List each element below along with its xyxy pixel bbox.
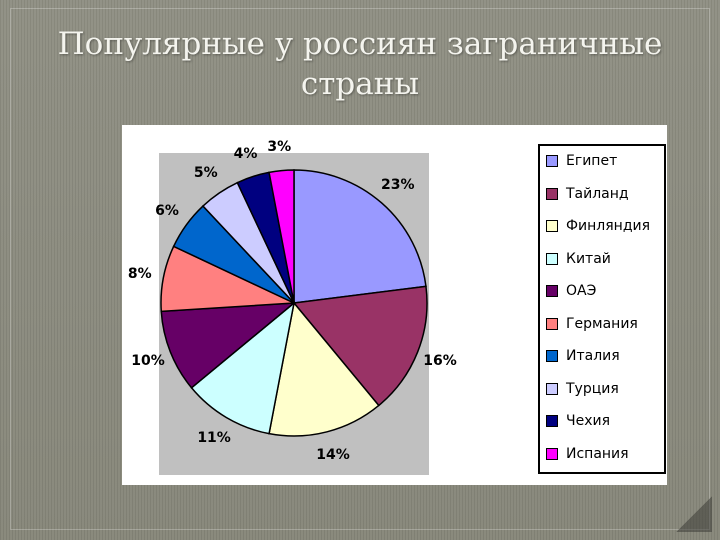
pie-slice-2 xyxy=(292,285,428,407)
data-label-3: 14% xyxy=(316,447,350,464)
data-label-8: 5% xyxy=(193,165,218,182)
legend-label-4: Китай xyxy=(566,250,611,267)
legend-label-7: Италия xyxy=(566,348,620,364)
legend-swatch-7 xyxy=(546,350,558,362)
legend-swatch-2 xyxy=(546,187,558,200)
legend-item-7: Италия xyxy=(546,345,620,367)
pie-slice-1 xyxy=(293,169,427,304)
slide-title-line-1: Популярные у россиян заграничные xyxy=(57,26,663,62)
legend-swatch-10 xyxy=(546,447,558,460)
legend-swatch-9 xyxy=(546,415,558,427)
data-label-4: 11% xyxy=(197,430,231,447)
legend-item-5: ОАЭ xyxy=(546,280,596,302)
legend-label-6: Германия xyxy=(566,315,638,332)
legend-item-4: Китай xyxy=(546,248,611,270)
legend-label-9: Чехия xyxy=(566,413,611,429)
legend-swatch-1 xyxy=(546,155,558,167)
slide-frame xyxy=(10,8,710,530)
pie-slice-4 xyxy=(190,301,296,435)
legend-swatch-8 xyxy=(546,382,558,395)
legend-item-3: Финляндия xyxy=(546,215,650,237)
slide-title: Популярные у россиян заграничные страны xyxy=(0,24,720,104)
chart-area: Египет Тайланд Финляндия Китай ОАЭ Германия Ит… xyxy=(122,125,667,485)
data-label-5: 10% xyxy=(131,352,165,369)
pie-slice-10 xyxy=(268,169,295,304)
data-label-1: 23% xyxy=(381,177,415,194)
data-label-2: 16% xyxy=(423,352,457,369)
legend-label-1: Египет xyxy=(566,153,618,169)
pie-slice-3 xyxy=(268,301,380,437)
legend: Египет Тайланд Финляндия Китай ОАЭ Германия Ит… xyxy=(538,144,666,474)
legend-label-10: Испания xyxy=(566,445,629,462)
legend-item-9: Чехия xyxy=(546,410,610,432)
legend-item-2: Тайланд xyxy=(546,183,629,205)
legend-label-3: Финляндия xyxy=(566,218,651,234)
legend-label-8: Турция xyxy=(566,380,619,397)
legend-label-2: Тайланд xyxy=(566,185,629,202)
legend-swatch-6 xyxy=(546,317,558,330)
legend-item-10: Испания xyxy=(546,443,629,465)
legend-label-5: ОАЭ xyxy=(566,283,597,299)
pie-chart xyxy=(160,169,428,437)
data-label-10: 3% xyxy=(267,138,292,155)
slide-title-line-2: страны xyxy=(300,66,420,102)
data-label-9: 4% xyxy=(233,145,258,162)
pie-slice-5 xyxy=(160,302,297,389)
data-label-7: 6% xyxy=(155,202,179,219)
legend-swatch-3 xyxy=(546,220,558,232)
data-label-6: 8% xyxy=(127,265,152,282)
legend-item-1: Египет xyxy=(546,150,617,172)
legend-swatch-5 xyxy=(546,285,558,297)
legend-swatch-4 xyxy=(546,252,558,265)
slide-corner-decoration xyxy=(676,496,712,532)
legend-item-8: Турция xyxy=(546,378,619,400)
legend-item-6: Германия xyxy=(546,313,638,335)
